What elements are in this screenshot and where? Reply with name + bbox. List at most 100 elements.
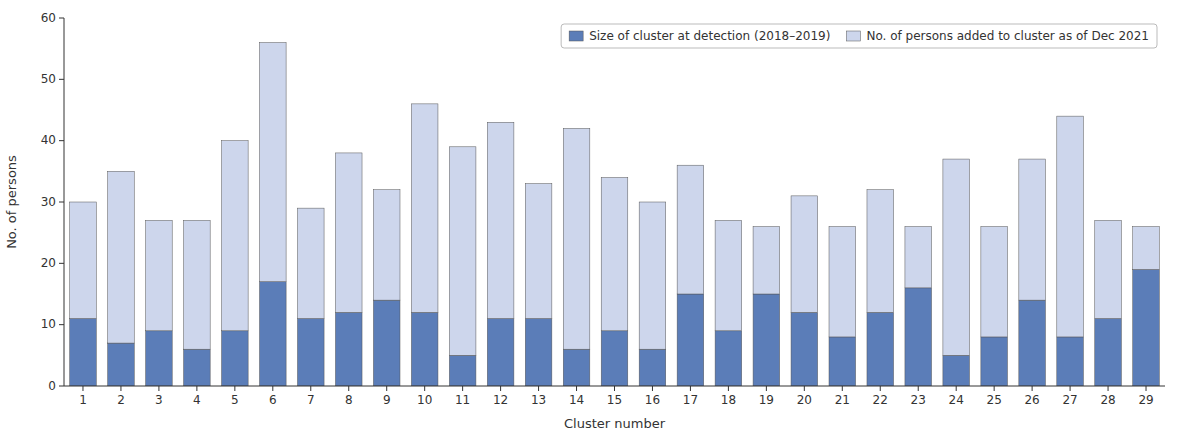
legend-label: Size of cluster at detection (2018–2019) [589, 29, 830, 43]
x-tick [842, 386, 843, 391]
x-tick-label: 23 [911, 393, 926, 407]
x-tick [690, 386, 691, 391]
bar-segment [1019, 159, 1046, 300]
x-tick-label: 2 [117, 393, 125, 407]
bar-segment [411, 312, 438, 386]
bars [70, 43, 1160, 386]
legend-box [561, 24, 1157, 48]
y-tick [59, 18, 64, 19]
bar-segment [108, 171, 135, 343]
x-tick [994, 386, 995, 391]
x-tick-label: 13 [531, 393, 546, 407]
y-tick-label: 40 [41, 133, 56, 147]
chart-svg: 0102030405060123456789101112131415161718… [0, 0, 1185, 438]
bar-segment [184, 220, 211, 349]
x-tick [1146, 386, 1147, 391]
x-tick [348, 386, 349, 391]
bar-segment [146, 331, 173, 386]
legend-swatch [569, 31, 583, 41]
x-tick-label: 3 [155, 393, 163, 407]
x-tick [424, 386, 425, 391]
bar-segment [297, 208, 324, 318]
x-tick [918, 386, 919, 391]
bar-segment [335, 312, 362, 386]
x-tick-label: 20 [797, 393, 812, 407]
bar-segment [791, 196, 818, 313]
x-tick-label: 8 [345, 393, 353, 407]
bar-segment [70, 202, 97, 319]
x-tick-label: 21 [835, 393, 850, 407]
bar-segment [108, 343, 135, 386]
x-tick [196, 386, 197, 391]
x-tick-label: 10 [417, 393, 432, 407]
bar-segment [222, 141, 249, 331]
bar-segment [373, 190, 400, 300]
y-axis-label: No. of persons [4, 155, 19, 249]
y-tick [59, 140, 64, 141]
bar-segment [601, 331, 628, 386]
x-tick [1070, 386, 1071, 391]
x-tick [310, 386, 311, 391]
y-tick [59, 386, 64, 387]
bar-segment [981, 337, 1008, 386]
bar-segment [1133, 227, 1160, 270]
x-tick-label: 25 [987, 393, 1002, 407]
legend-item: No. of persons added to cluster as of De… [846, 29, 1149, 43]
x-tick-label: 27 [1062, 393, 1077, 407]
bar-segment [487, 319, 514, 386]
x-tick-label: 29 [1138, 393, 1153, 407]
x-tick [1032, 386, 1033, 391]
bar-segment [70, 319, 97, 386]
bar-segment [981, 227, 1008, 337]
bar-segment [905, 227, 932, 288]
x-tick [462, 386, 463, 391]
x-tick-label: 28 [1100, 393, 1115, 407]
bar-segment [1095, 319, 1122, 386]
y-tick [59, 202, 64, 203]
bar-segment [487, 122, 514, 318]
y-tick [59, 79, 64, 80]
bar-segment [677, 165, 704, 294]
x-tick-label: 26 [1024, 393, 1039, 407]
y-tick-label: 0 [48, 379, 56, 393]
x-tick [120, 386, 121, 391]
x-tick [500, 386, 501, 391]
x-tick [1108, 386, 1109, 391]
x-tick [652, 386, 653, 391]
bar-segment [943, 159, 970, 355]
x-tick [614, 386, 615, 391]
x-tick [956, 386, 957, 391]
x-tick-label: 6 [269, 393, 277, 407]
bar-segment [829, 337, 856, 386]
bar-segment [867, 312, 894, 386]
x-tick-label: 7 [307, 393, 315, 407]
axes: 0102030405060123456789101112131415161718… [41, 11, 1165, 408]
bar-segment [1057, 116, 1084, 337]
bar-segment [297, 319, 324, 386]
y-tick-label: 20 [41, 256, 56, 270]
bar-segment [867, 190, 894, 313]
x-tick-label: 22 [873, 393, 888, 407]
x-tick-label: 17 [683, 393, 698, 407]
x-tick [880, 386, 881, 391]
bar-segment [525, 319, 552, 386]
bar-segment [905, 288, 932, 386]
y-tick-label: 60 [41, 11, 56, 25]
bar-segment [525, 184, 552, 319]
x-axis-label: Cluster number [564, 416, 666, 431]
bar-segment [1095, 220, 1122, 318]
bar-segment [829, 227, 856, 337]
legend-label: No. of persons added to cluster as of De… [866, 29, 1149, 43]
bar-segment [715, 220, 742, 330]
x-tick-label: 12 [493, 393, 508, 407]
legend-swatch [846, 31, 860, 41]
y-tick [59, 263, 64, 264]
x-tick-label: 11 [455, 393, 470, 407]
bar-segment [639, 202, 666, 349]
x-tick-label: 4 [193, 393, 201, 407]
x-tick-label: 1 [79, 393, 87, 407]
x-tick [82, 386, 83, 391]
bar-segment [601, 177, 628, 330]
y-tick-label: 30 [41, 195, 56, 209]
x-tick-label: 15 [607, 393, 622, 407]
